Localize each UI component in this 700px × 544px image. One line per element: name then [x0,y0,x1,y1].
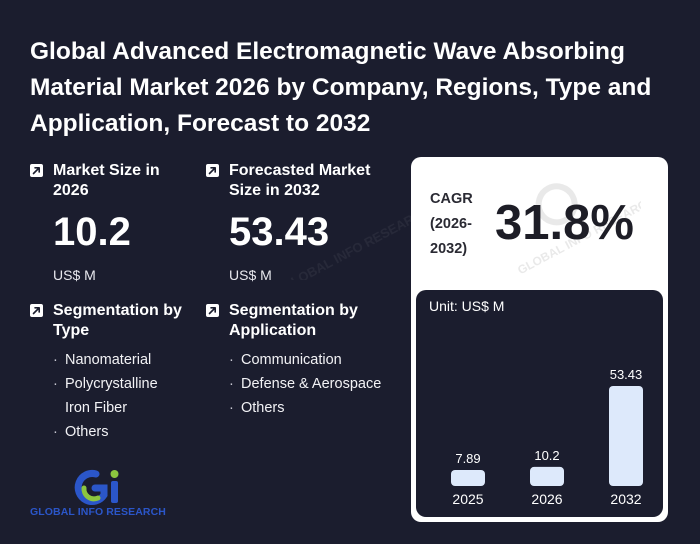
bar-chart: Unit: US$ M 7.89 2025 10.2 2026 53.43 2032 [429,298,643,507]
page-title: Global Advanced Electromagnetic Wave Abs… [30,38,652,137]
list-item: Defense & Aerospace [229,372,404,396]
forecast-size-unit: US$ M [229,267,272,283]
segmentation-type-label: Segmentation by Type [53,302,182,339]
data-label: 7.89 [455,451,480,466]
arrow-up-right-icon [30,304,43,317]
data-label: 53.43 [610,367,643,382]
logo-mark-icon [74,469,119,505]
market-size-label: Market Size in 2026 [53,162,160,199]
cagr-card: CAGR (2026- 2032) 31.8% GLOBAL INFO RESE… [411,157,668,522]
application-list: Communication Defense & Aerospace Others [229,348,404,420]
bar-2032 [609,386,643,486]
cagr-value: 31.8% [495,196,634,250]
segmentation-application-label: Segmentation by Application [229,302,358,339]
arrow-up-right-icon [30,164,43,177]
company-logo: GLOBAL INFO RESEARCH [30,468,180,524]
data-label: 10.2 [534,448,559,463]
list-item: Polycrystalline Iron Fiber [53,372,168,420]
list-item: Nanomaterial [53,348,168,372]
list-item: Communication [229,348,404,372]
market-size-value: 10.2 [53,210,131,254]
cagr-label-line2: (2026- [430,216,472,232]
cagr-label-line3: 2032) [430,241,468,257]
x-tick-label: 2032 [610,491,641,507]
list-item: Others [53,420,168,444]
bar-chart-panel: Unit: US$ M 7.89 2025 10.2 2026 53.43 2032 [416,290,663,517]
arrow-up-right-icon [206,304,219,317]
market-size-unit: US$ M [53,267,96,283]
segmentation-type-block: Segmentation by Type Nanomaterial Polycr… [30,301,200,451]
forecast-size-value: 53.43 [229,210,330,254]
bar-2026 [530,466,564,486]
x-tick-label: 2026 [531,491,562,507]
x-tick-label: 2025 [452,491,483,507]
chart-unit-label: Unit: US$ M [429,298,504,314]
bar-2025 [451,470,485,486]
segmentation-application-block: Segmentation by Application Communicatio… [206,301,406,451]
market-size-block: Market Size in 2026 10.2 US$ M [30,161,210,283]
list-item: Others [229,396,404,420]
forecast-size-label: Forecasted Market Size in 2032 [229,162,371,199]
arrow-up-right-icon [206,164,219,177]
cagr-label-line1: CAGR [430,191,473,207]
forecast-size-block: Forecasted Market Size in 2032 53.43 US$… [206,161,406,283]
cagr-label: CAGR (2026- 2032) [430,187,473,262]
type-list: Nanomaterial Polycrystalline Iron Fiber … [53,348,168,444]
logo-text: GLOBAL INFO RESEARCH [30,506,166,518]
